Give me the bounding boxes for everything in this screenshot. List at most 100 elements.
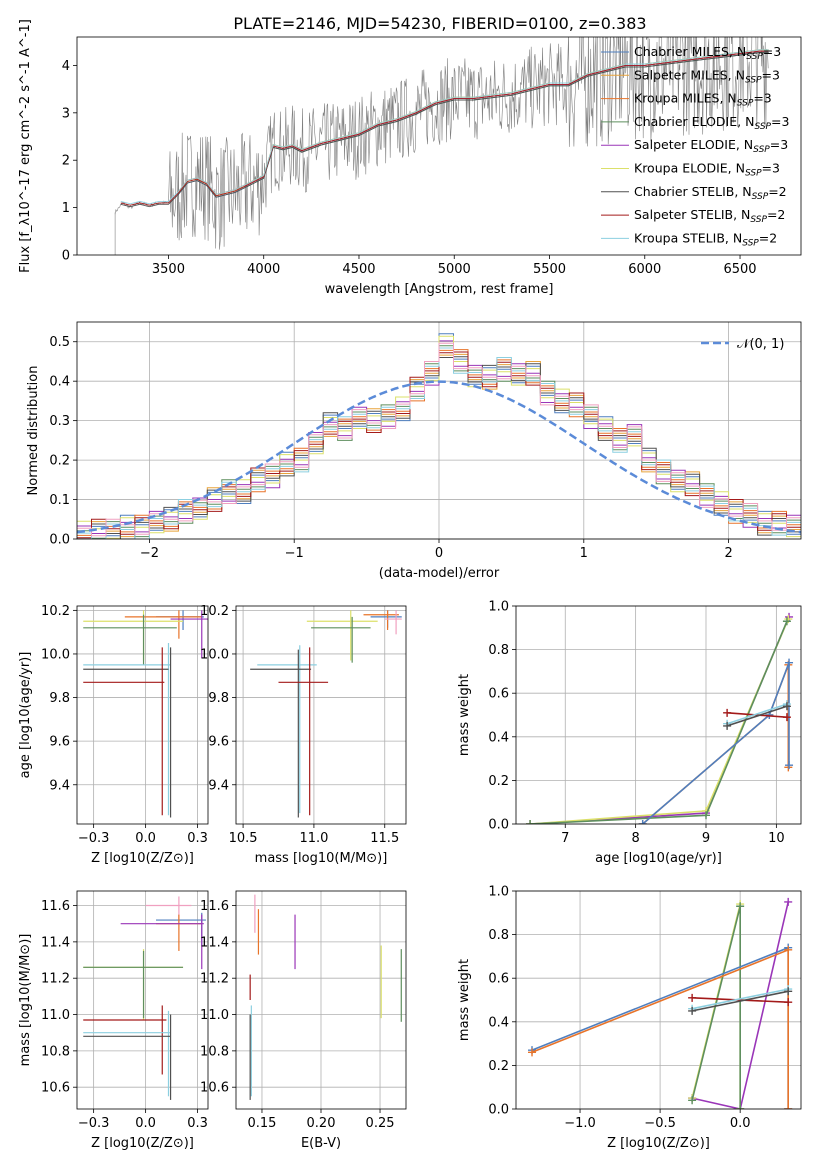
weight-marker <box>723 708 732 717</box>
x-tick-label: 4000 <box>247 262 280 277</box>
y-tick-label: 0.6 <box>488 972 509 987</box>
legend-label: Chabrier STELIB, NSSP=2 <box>634 184 787 202</box>
x-tick-label: 0.25 <box>366 1116 395 1131</box>
legend: Chabrier MILES, NSSP=3 Salpeter MILES, NS… <box>601 44 789 248</box>
y-tick-label: 0.4 <box>49 375 70 390</box>
x-axis-label: mass [log10(M/M⊙)] <box>255 851 388 866</box>
y-tick-label: 0.1 <box>49 493 70 508</box>
x-tick-label: 0.3 <box>187 831 208 846</box>
x-tick-label: 10 <box>768 831 785 846</box>
weight-marker <box>784 945 793 954</box>
weight-marker <box>526 820 535 824</box>
weight-marker <box>785 761 794 770</box>
x-axis-label: Z [log10(Z/Z⊙)] <box>607 1136 710 1151</box>
x-tick-label: 5500 <box>533 262 566 277</box>
x-tick-label: 7 <box>561 831 569 846</box>
y-tick-label: 0.8 <box>488 928 509 943</box>
legend-label: Chabrier MILES, NSSP=3 <box>634 44 781 62</box>
y-tick-label: 0.3 <box>49 414 70 429</box>
y-tick-label: 10.8 <box>41 1044 70 1059</box>
y-tick-label: 9.4 <box>208 778 229 793</box>
y-tick-label: 1.0 <box>488 885 509 900</box>
x-tick-label: 10.5 <box>229 831 258 846</box>
y-tick-label: 0.8 <box>488 643 509 658</box>
weight-marker <box>784 998 793 1007</box>
weight-line-6 <box>692 997 789 1003</box>
y-tick-label: 1.0 <box>488 600 509 615</box>
model-line-9 <box>120 49 769 205</box>
x-tick-label: 0.0 <box>135 1116 156 1131</box>
x-tick-label: 0.0 <box>730 1116 751 1131</box>
weight-marker <box>723 721 732 730</box>
panel-age-vs-Z: −0.3 0.0 0.3 9.4 9.6 9.8 10.0 10.2 Z [log10(Z/Z⊙… <box>18 604 209 866</box>
weight-marker <box>528 1048 537 1057</box>
x-tick-label: 11.0 <box>299 831 328 846</box>
legend-label: Kroupa STELIB, NSSP=2 <box>634 230 777 248</box>
x-tick-label: 0 <box>435 546 443 561</box>
x-tick-label: 6500 <box>723 262 756 277</box>
y-tick-label: 0.4 <box>488 1015 509 1030</box>
panel-weight-vs-age: 7 8 9 10 0.0 0.2 0.4 0.6 0.8 1.0 age [log10(age/yr… <box>457 600 802 866</box>
x-axis-label: age [log10(age/yr)] <box>595 851 722 866</box>
x-tick-label: 11.5 <box>370 831 399 846</box>
y-tick-label: 0.0 <box>488 1103 509 1118</box>
weight-marker <box>688 1096 697 1105</box>
y-tick-label: 10.8 <box>200 1044 229 1059</box>
x-tick-label: 6000 <box>628 262 661 277</box>
y-axis-label: mass weight <box>457 674 472 756</box>
axes-frame <box>235 890 407 1110</box>
x-tick-label: −1 <box>285 546 304 561</box>
y-axis-label: Flux [f_λ10^-17 erg cm^-2 s^-1 A^-1] <box>18 19 33 273</box>
legend-label: Salpeter STELIB, NSSP=2 <box>634 207 785 225</box>
y-tick-label: 11.0 <box>41 1008 70 1023</box>
panel-spectrum: 3500 4000 4500 5000 5500 6000 6500 0 1 2 3 4 wavelen… <box>18 19 802 297</box>
axes-frame <box>76 36 802 256</box>
plot-area <box>249 894 402 1100</box>
weight-marker <box>782 617 791 626</box>
weight-marker <box>785 658 794 667</box>
axes-frame <box>515 890 802 1110</box>
axes-frame <box>76 605 209 825</box>
plot-area <box>114 37 769 255</box>
weight-marker <box>736 1105 745 1109</box>
legend-label: Chabrier ELODIE, NSSP=3 <box>634 114 789 132</box>
legend-label: Kroupa MILES, NSSP=3 <box>634 91 772 109</box>
y-tick-label: 0.6 <box>488 687 509 702</box>
y-tick-label: 9.6 <box>208 735 229 750</box>
weight-line-8 <box>726 705 788 727</box>
y-tick-label: 0.2 <box>488 774 509 789</box>
y-axis-label: mass [log10(M/M⊙)] <box>18 934 33 1067</box>
y-tick-label: 10.2 <box>41 604 70 619</box>
figure-title: PLATE=2146, MJD=54230, FIBERID=0100, z=0… <box>233 14 646 33</box>
y-tick-label: 9.6 <box>49 735 70 750</box>
legend-label: Kroupa ELODIE, NSSP=3 <box>634 161 780 179</box>
x-tick-label: −1.0 <box>564 1116 596 1131</box>
x-axis-label: (data-model)/error <box>379 566 500 581</box>
legend-label: 𝒩(0, 1) <box>737 337 784 352</box>
y-axis-label: mass weight <box>457 959 472 1041</box>
model-line-7 <box>120 52 769 208</box>
weight-line-4 <box>642 664 790 824</box>
axes-frame <box>76 890 209 1110</box>
x-axis-label: wavelength [Angstrom, rest frame] <box>325 282 554 297</box>
y-tick-label: 0.0 <box>49 533 70 548</box>
x-tick-label: −0.5 <box>644 1116 676 1131</box>
axes-frame <box>235 605 407 825</box>
x-tick-label: 4500 <box>342 262 375 277</box>
y-tick-label: 9.8 <box>49 691 70 706</box>
gaussian-curve <box>77 380 801 534</box>
axes-frame <box>76 321 802 540</box>
y-tick-label: 11.6 <box>200 899 229 914</box>
y-tick-label: 11.6 <box>41 899 70 914</box>
weight-marker <box>638 820 647 824</box>
y-axis-label: age [log10(age/yr)] <box>18 652 33 779</box>
weight-marker <box>784 897 793 906</box>
x-axis-label: E(B-V) <box>301 1136 341 1151</box>
x-axis-label: Z [log10(Z/Z⊙)] <box>91 1136 194 1151</box>
x-tick-label: 0.20 <box>307 1116 336 1131</box>
x-tick-label: −2 <box>140 546 159 561</box>
weight-line-1 <box>530 616 790 824</box>
x-tick-label: −0.3 <box>78 831 110 846</box>
panel-mass-vs-ebv: 0.15 0.20 0.25 10.6 10.8 11.0 11.2 11.4 11.6 E(B-… <box>200 890 407 1151</box>
weight-line-8 <box>691 990 789 1012</box>
